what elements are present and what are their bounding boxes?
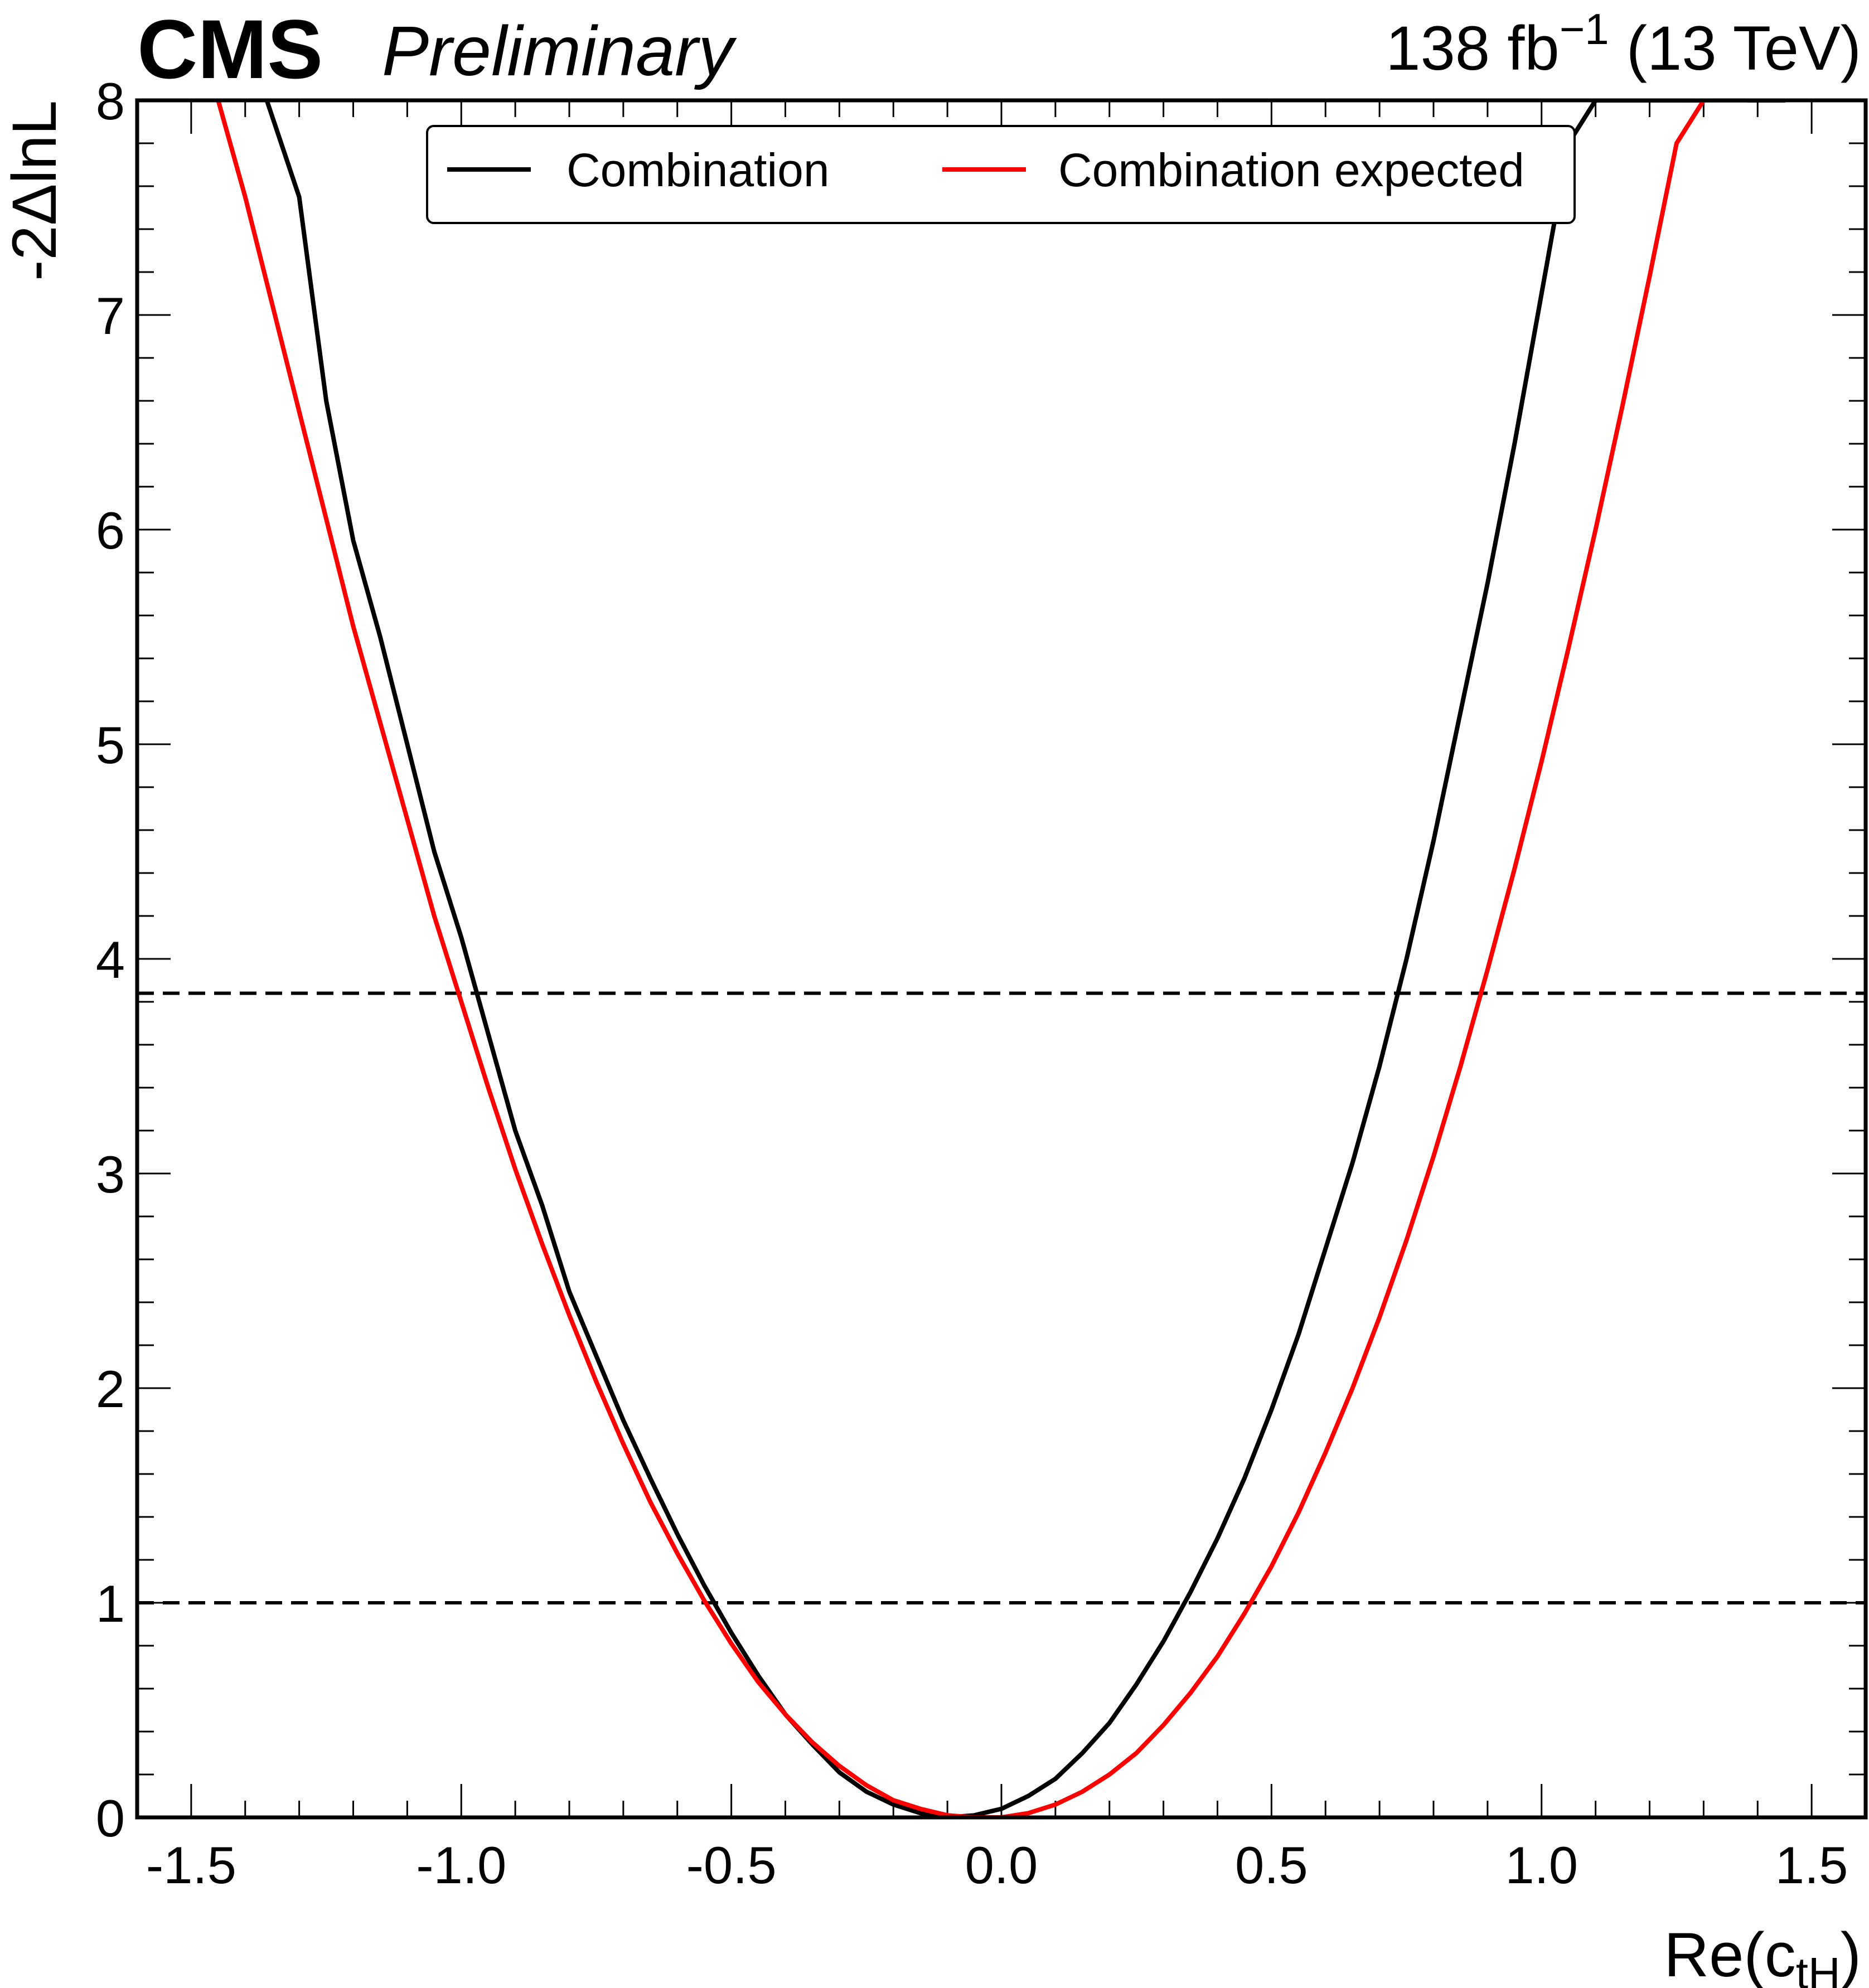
- experiment-label: CMS: [137, 2, 323, 96]
- axis-ticks: [137, 100, 1866, 1817]
- legend-label-combination-expected: Combination expected: [1058, 144, 1524, 196]
- x-axis-title: Re(ctH): [1664, 1920, 1861, 1988]
- y-tick-label: 7: [96, 287, 125, 345]
- x-tick-label: 0.0: [965, 1836, 1038, 1894]
- plot-frame: [135, 98, 1868, 1820]
- y-tick-label: 8: [96, 72, 125, 130]
- legend: Combination Combination expected: [426, 125, 1576, 224]
- x-tick-label: 1.5: [1775, 1836, 1848, 1894]
- x-axis-title-close: ): [1841, 1920, 1861, 1988]
- series-curves: [216, 100, 1787, 1817]
- x-axis-title-main: Re(c: [1664, 1920, 1795, 1988]
- lumi-prefix: 138 fb: [1386, 13, 1559, 83]
- x-tick-labels: -1.5 -1.0 -0.5 0.0 0.5 1.0 1.5: [146, 1836, 1848, 1894]
- y-tick-label: 4: [96, 930, 125, 989]
- lumi-exponent: −1: [1560, 4, 1609, 54]
- x-axis-title-sub: tH: [1796, 1948, 1841, 1988]
- x-tick-label: -1.5: [146, 1836, 236, 1894]
- series-line-1: [216, 100, 1749, 1817]
- reference-lines: [137, 991, 1866, 1604]
- x-tick-label: -0.5: [686, 1836, 777, 1894]
- y-tick-label: 5: [96, 716, 125, 774]
- x-tick-label: 0.5: [1235, 1836, 1308, 1894]
- status-label: Preliminary: [382, 12, 737, 90]
- lumi-suffix: (13 TeV): [1609, 13, 1861, 83]
- y-tick-label: 2: [96, 1360, 125, 1418]
- y-tick-label: 6: [96, 501, 125, 560]
- y-tick-label: 3: [96, 1145, 125, 1204]
- x-tick-label: 1.0: [1505, 1836, 1578, 1894]
- series-line-0: [264, 100, 1787, 1817]
- y-tick-labels: 0 1 2 3 4 5 6 7 8: [96, 72, 125, 1848]
- legend-label-combination: Combination: [566, 144, 830, 196]
- legend-box: [426, 125, 1576, 224]
- y-tick-label: 1: [96, 1574, 125, 1633]
- x-tick-label: -1.0: [416, 1836, 506, 1894]
- y-axis-title: -2ΔlnL: [0, 100, 69, 281]
- y-tick-label: 0: [96, 1789, 125, 1848]
- luminosity-label: 138 fb−1 (13 TeV): [1386, 4, 1861, 83]
